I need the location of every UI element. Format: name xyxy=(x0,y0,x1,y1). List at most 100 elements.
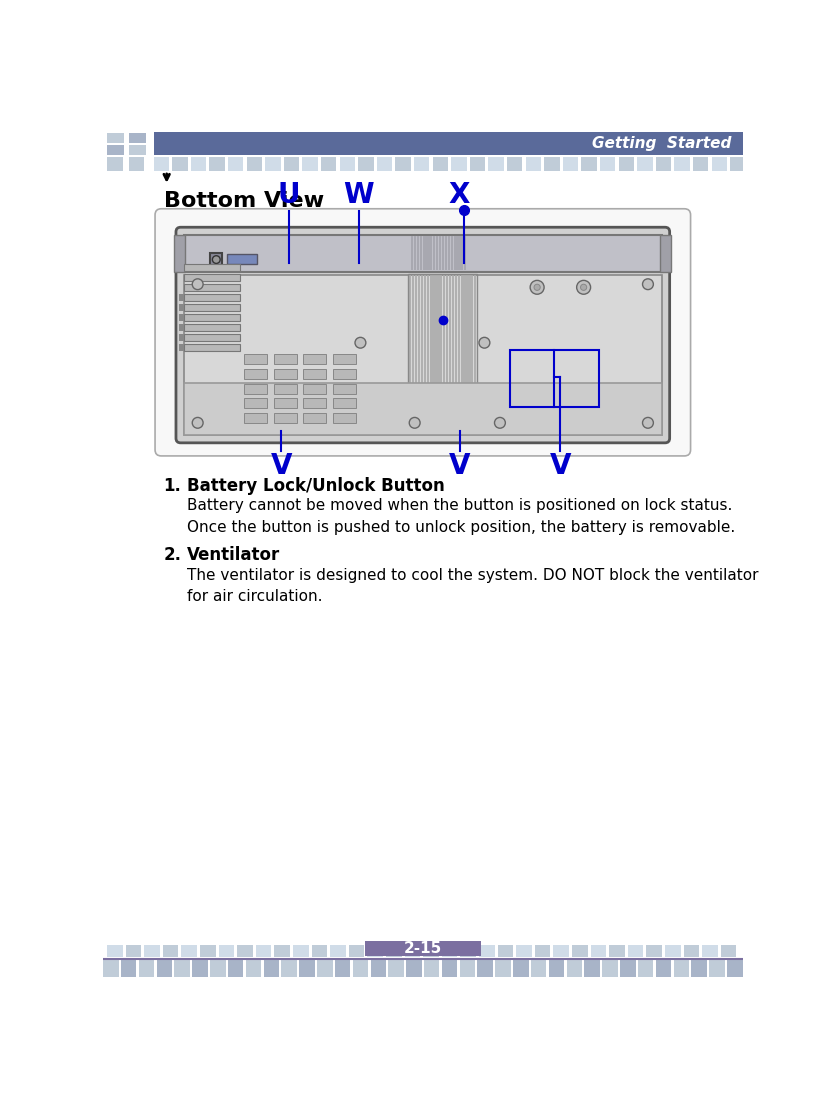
Bar xyxy=(436,236,438,270)
Bar xyxy=(303,383,327,393)
Bar xyxy=(184,345,239,351)
Bar xyxy=(455,274,457,392)
Bar xyxy=(293,945,309,957)
Bar xyxy=(460,945,476,957)
Bar xyxy=(179,294,184,301)
Bar xyxy=(638,960,653,977)
Bar xyxy=(303,413,327,423)
Bar xyxy=(637,157,653,171)
Bar xyxy=(406,960,422,977)
Bar xyxy=(244,413,267,423)
Circle shape xyxy=(643,279,653,290)
Bar xyxy=(184,274,662,435)
Bar xyxy=(163,945,178,957)
Bar xyxy=(129,145,146,155)
Bar xyxy=(563,157,578,171)
Bar xyxy=(244,369,267,379)
Bar xyxy=(424,274,427,392)
Bar xyxy=(228,960,243,977)
Bar xyxy=(479,945,494,957)
Bar xyxy=(174,235,186,272)
Bar xyxy=(442,236,444,270)
Bar xyxy=(274,399,297,408)
Text: Battery Lock/Unlock Button: Battery Lock/Unlock Button xyxy=(186,477,445,495)
Bar xyxy=(367,945,383,957)
Bar xyxy=(121,960,136,977)
Bar xyxy=(340,157,355,171)
Bar xyxy=(497,945,513,957)
Bar xyxy=(451,157,467,171)
Bar xyxy=(584,960,600,977)
Bar xyxy=(107,157,122,171)
Bar xyxy=(192,960,208,977)
Bar xyxy=(451,236,454,270)
Text: V: V xyxy=(449,452,470,480)
Bar xyxy=(420,236,422,270)
Bar xyxy=(227,255,257,265)
Bar xyxy=(335,960,351,977)
Bar xyxy=(179,304,184,311)
Bar xyxy=(210,254,223,266)
Bar xyxy=(182,945,197,957)
Text: Getting  Started: Getting Started xyxy=(592,136,731,150)
Bar xyxy=(274,369,297,379)
Bar xyxy=(469,157,485,171)
Bar xyxy=(107,133,124,144)
Bar xyxy=(721,945,736,957)
Bar xyxy=(710,960,724,977)
Bar xyxy=(408,274,411,392)
Bar xyxy=(461,274,464,392)
Bar xyxy=(184,324,239,332)
Bar xyxy=(332,355,356,365)
Bar xyxy=(184,274,239,281)
Bar xyxy=(488,157,504,171)
Bar xyxy=(464,274,467,392)
Bar xyxy=(415,274,417,392)
Bar xyxy=(244,383,267,393)
Bar xyxy=(184,294,239,301)
Bar xyxy=(412,274,414,392)
Circle shape xyxy=(530,280,544,294)
Bar xyxy=(107,945,122,957)
Bar xyxy=(404,945,420,957)
Text: Ventilator: Ventilator xyxy=(186,546,280,564)
Bar xyxy=(432,157,448,171)
Bar xyxy=(656,157,672,171)
Bar xyxy=(432,236,435,270)
Text: 2.: 2. xyxy=(163,546,182,564)
Bar xyxy=(417,236,419,270)
Bar xyxy=(332,413,356,423)
Bar xyxy=(442,274,445,392)
Bar xyxy=(673,960,689,977)
Bar xyxy=(427,274,429,392)
Bar xyxy=(464,236,466,270)
Bar xyxy=(303,355,327,365)
Bar xyxy=(246,960,262,977)
Bar xyxy=(531,960,546,977)
Bar xyxy=(439,236,441,270)
Bar xyxy=(238,945,252,957)
Bar xyxy=(256,945,271,957)
Bar xyxy=(281,960,297,977)
Bar xyxy=(125,945,141,957)
Bar xyxy=(427,236,429,270)
Bar xyxy=(423,236,426,270)
Circle shape xyxy=(212,256,220,264)
Bar xyxy=(468,274,469,392)
Bar xyxy=(423,945,439,957)
Bar xyxy=(442,960,457,977)
Bar xyxy=(247,157,262,171)
Bar xyxy=(619,157,634,171)
Bar xyxy=(440,274,442,392)
Bar xyxy=(129,157,144,171)
Bar xyxy=(332,369,356,379)
Bar xyxy=(228,157,243,171)
Bar xyxy=(600,157,615,171)
Bar xyxy=(265,157,280,171)
Bar xyxy=(549,960,564,977)
Bar xyxy=(139,960,154,977)
Bar xyxy=(358,157,374,171)
Bar xyxy=(389,960,403,977)
Bar xyxy=(458,274,460,392)
Bar xyxy=(457,236,460,270)
